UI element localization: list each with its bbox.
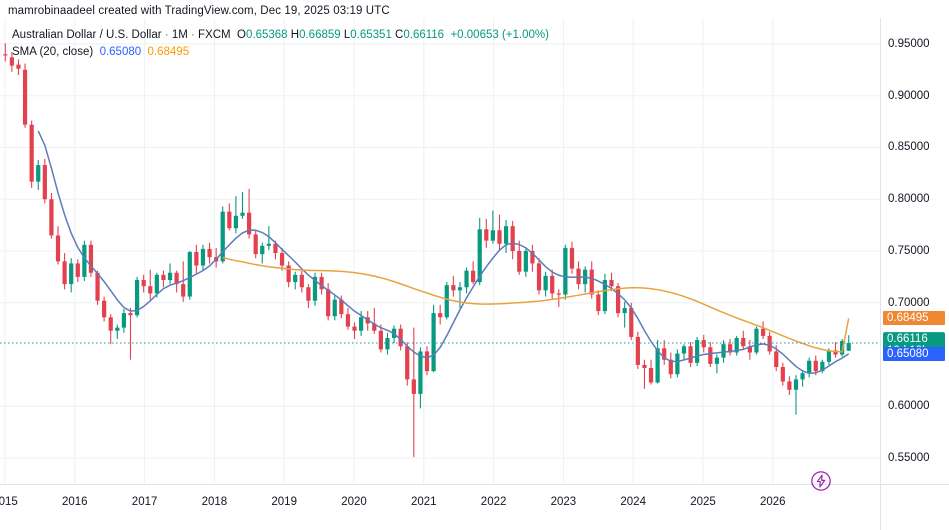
chart-legend: Australian Dollar / U.S. Dollar · 1M · F… bbox=[12, 28, 549, 60]
time-tick-2026: 2026 bbox=[760, 496, 786, 508]
change-value: +0.00653 (+1.00%) bbox=[450, 29, 549, 41]
sma-blue-badge[interactable]: 0.65080 bbox=[883, 346, 945, 361]
low-value: 0.65351 bbox=[350, 29, 392, 41]
sma-orange-value: 0.68495 bbox=[147, 46, 190, 58]
legend-separator-2: · bbox=[191, 29, 195, 41]
sma-blue-value: 0.65080 bbox=[99, 46, 142, 58]
high-value: 0.66859 bbox=[299, 29, 341, 41]
price-tick-1: 0.90000 bbox=[888, 89, 930, 102]
sma-orange-badge[interactable]: 0.68495 bbox=[883, 311, 945, 326]
time-tick-2021: 2021 bbox=[411, 496, 437, 508]
sma-blue-line bbox=[37, 130, 850, 374]
price-tick-0: 0.95000 bbox=[888, 37, 930, 50]
price-tick-5: 0.70000 bbox=[888, 296, 930, 309]
price-tick-4: 0.75000 bbox=[888, 245, 930, 257]
legend-separator-1: · bbox=[164, 29, 169, 41]
chart-plot-area[interactable] bbox=[0, 18, 880, 484]
legend-symbol-row: Australian Dollar / U.S. Dollar · 1M · F… bbox=[12, 28, 549, 43]
symbol-title[interactable]: Australian Dollar / U.S. Dollar bbox=[12, 29, 162, 41]
open-label: O bbox=[237, 29, 246, 41]
time-tick-2022: 2022 bbox=[480, 496, 507, 508]
exchange-label[interactable]: FXCM bbox=[198, 29, 231, 41]
time-tick-2017: 2017 bbox=[131, 496, 158, 508]
time-tick-2020: 2020 bbox=[341, 496, 367, 508]
time-tick-2024: 2024 bbox=[620, 496, 646, 508]
open-value: 0.65368 bbox=[245, 29, 288, 41]
price-tick-2: 0.85000 bbox=[888, 141, 930, 154]
sma-title[interactable]: SMA (20, close) bbox=[12, 46, 94, 58]
price-tick-3: 0.80000 bbox=[888, 193, 930, 206]
time-tick-2023: 2023 bbox=[550, 496, 577, 508]
gridlines bbox=[0, 18, 880, 484]
price-axis[interactable]: 0.95000 0.90000 0.85000 0.80000 0.75000 0.700… bbox=[880, 18, 949, 484]
time-axis-divider bbox=[0, 484, 949, 485]
time-tick-2016: 2016 bbox=[62, 496, 88, 508]
low-label: L bbox=[343, 29, 351, 41]
last-price-value: 0.66116 bbox=[887, 333, 928, 346]
high-label: H bbox=[290, 29, 300, 41]
close-label: C bbox=[395, 29, 404, 41]
price-tick-7: 0.55000 bbox=[888, 452, 930, 465]
interval-label[interactable]: 1M bbox=[171, 29, 188, 41]
time-axis[interactable]: 2015 2016 2017 2018 2019 2020 2021 2022 2023 2024… bbox=[0, 484, 880, 530]
lightning-bolt-icon[interactable] bbox=[810, 470, 832, 492]
sma-orange-line bbox=[222, 256, 850, 353]
time-tick-2015: 2015 bbox=[0, 496, 18, 508]
legend-sma-row: SMA (20, close) 0.65080 0.68495 bbox=[12, 45, 549, 60]
time-tick-2019: 2019 bbox=[271, 496, 297, 508]
price-axis-divider bbox=[880, 18, 881, 530]
time-tick-2025: 2025 bbox=[690, 496, 716, 508]
price-tick-6: 0.60000 bbox=[888, 400, 930, 413]
credit-text: mamrobinaadeel created with TradingView.… bbox=[8, 5, 390, 17]
candlestick-chart bbox=[0, 18, 880, 484]
time-tick-2018: 2018 bbox=[201, 496, 228, 508]
candlestick-series bbox=[3, 43, 851, 458]
close-value: 0.66116 bbox=[403, 29, 445, 41]
